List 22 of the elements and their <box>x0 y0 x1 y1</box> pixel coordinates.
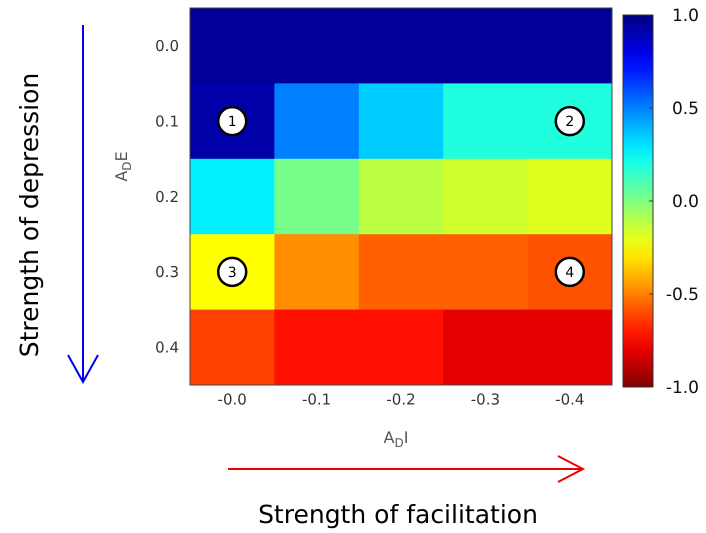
text: Strength of depression <box>15 72 44 358</box>
color-bar-label: 0.0 <box>672 192 699 212</box>
color-bar-label: 1.0 <box>672 6 699 26</box>
y-tick-label: 0.1 <box>155 112 179 130</box>
color-bar-label: 0.5 <box>672 99 699 119</box>
annotation: 1 <box>228 114 237 130</box>
annotation: 3 <box>228 264 237 281</box>
text: Strength of facilitation <box>258 500 538 529</box>
y-tick-label: 0.4 <box>155 338 179 357</box>
color-bar-label: -1.0 <box>666 378 699 398</box>
x-tick-label: -0.1 <box>302 390 332 409</box>
color-bar-label: -0.5 <box>666 285 699 305</box>
x-tick-label: -0.2 <box>386 390 416 409</box>
x-axis-title: A$_{D}$I <box>384 428 408 450</box>
annotation: 4 <box>565 264 574 281</box>
y-tick-label: 0.2 <box>155 188 179 206</box>
annotation: 2 <box>565 114 574 130</box>
y-tick-label: 0.3 <box>155 263 179 282</box>
x-tick-label: -0.0 <box>218 390 247 409</box>
y-tick-label: 0.0 <box>155 37 179 56</box>
x-tick-label: -0.4 <box>555 390 584 409</box>
x-tick-label: -0.3 <box>470 390 500 409</box>
